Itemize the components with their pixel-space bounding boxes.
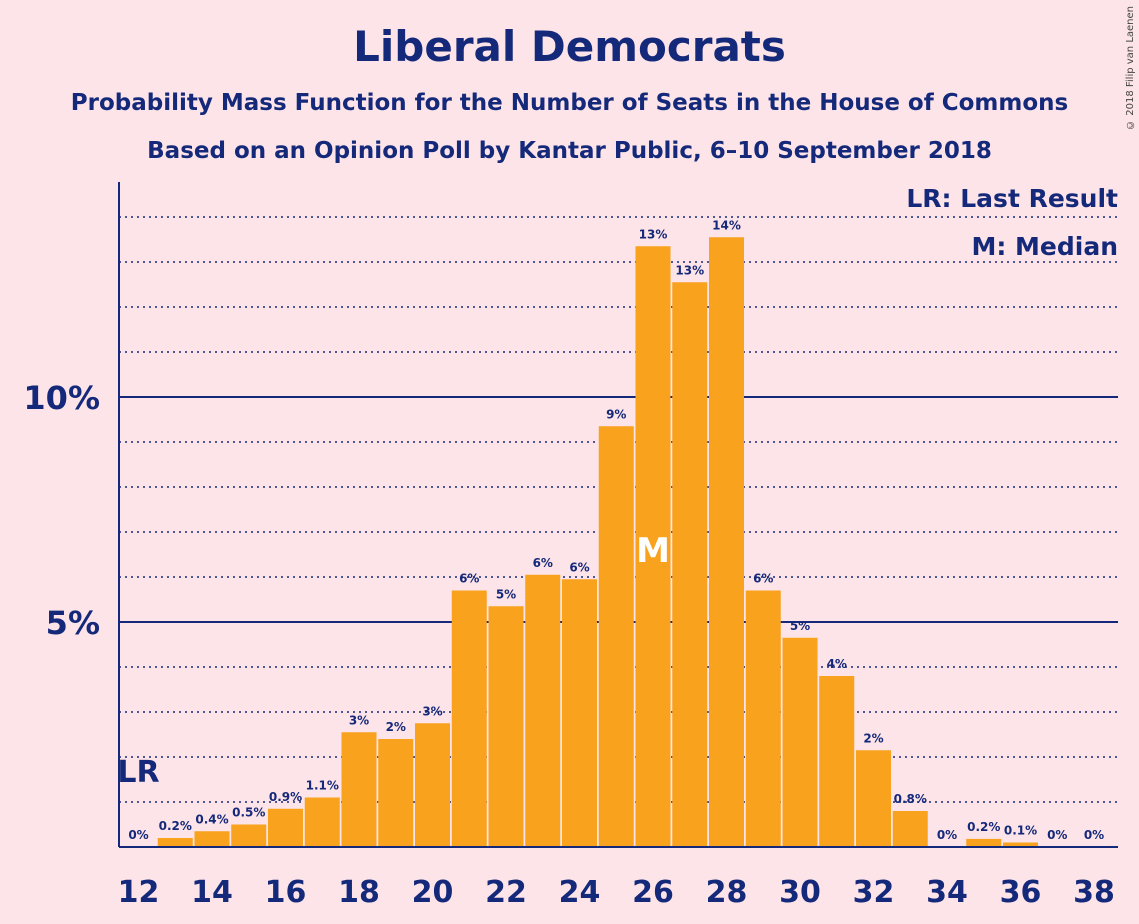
bar-seat-36 — [1003, 842, 1038, 847]
bar-seat-14 — [194, 831, 230, 847]
x-tick-label: 36 — [1000, 875, 1042, 910]
bar-label-seat-29: 6% — [753, 572, 773, 586]
bar-label-seat-25: 9% — [606, 407, 626, 421]
bar-label-seat-21: 6% — [459, 572, 479, 586]
median-marker: M — [636, 531, 670, 571]
y-tick-label: 5% — [46, 604, 100, 642]
x-tick-label: 28 — [706, 875, 748, 910]
bar-label-seat-17: 1.1% — [306, 779, 339, 793]
x-tick-label: 30 — [779, 875, 821, 910]
x-tick-label: 32 — [853, 875, 895, 910]
y-tick-label: 10% — [23, 379, 100, 417]
x-tick-label: 12 — [118, 875, 160, 910]
bar-label-seat-19: 2% — [386, 720, 406, 734]
bar-label-seat-37: 0% — [1047, 828, 1067, 842]
bar-seat-16 — [268, 808, 303, 847]
bar-label-seat-22: 5% — [496, 587, 516, 601]
bar-seat-13 — [157, 838, 193, 847]
bar-label-seat-33: 0.8% — [894, 792, 927, 806]
bar-label-seat-38: 0% — [1084, 828, 1104, 842]
bar-label-seat-16: 0.9% — [269, 790, 302, 804]
bar-seat-35 — [966, 838, 1002, 847]
bar-seat-15 — [231, 824, 267, 847]
bar-seat-23 — [525, 574, 561, 847]
x-tick-label: 34 — [926, 875, 968, 910]
bar-seat-24 — [562, 579, 597, 847]
chart-title: Liberal Democrats — [353, 22, 786, 71]
bar-seat-18 — [341, 732, 377, 847]
last-result-marker: LR — [117, 755, 159, 790]
bar-label-seat-31: 4% — [827, 657, 847, 671]
bar-label-seat-32: 2% — [863, 731, 883, 745]
legend-median: M: Median — [971, 232, 1118, 261]
legend-last-result: LR: Last Result — [906, 184, 1118, 213]
bar-seat-31 — [819, 676, 855, 847]
bar-seat-26 — [635, 246, 671, 847]
bar-seat-32 — [856, 750, 891, 847]
bar-label-seat-13: 0.2% — [159, 819, 192, 833]
bar-label-seat-14: 0.4% — [195, 812, 228, 826]
bar-seat-27 — [672, 282, 708, 847]
chart-subtitle-source: Based on an Opinion Poll by Kantar Publi… — [147, 138, 992, 164]
bar-seat-29 — [745, 590, 781, 847]
bar-label-seat-23: 6% — [533, 556, 553, 570]
x-tick-label: 26 — [632, 875, 674, 910]
bar-seat-19 — [378, 739, 414, 847]
x-tick-label: 14 — [191, 875, 233, 910]
bar-seat-20 — [415, 723, 450, 847]
bar-label-seat-26: 13% — [639, 227, 668, 241]
x-tick-label: 18 — [338, 875, 380, 910]
bar-seat-30 — [782, 637, 818, 847]
x-tick-label: 24 — [559, 875, 601, 910]
bar-seat-25 — [598, 426, 634, 847]
bar-label-seat-28: 14% — [712, 218, 741, 232]
bar-label-seat-20: 3% — [422, 704, 442, 718]
bar-label-seat-34: 0% — [937, 828, 957, 842]
bar-label-seat-24: 6% — [569, 560, 589, 574]
bar-label-seat-35: 0.2% — [967, 820, 1000, 834]
bar-seat-17 — [304, 797, 340, 847]
x-tick-label: 20 — [412, 875, 454, 910]
bar-label-seat-18: 3% — [349, 713, 369, 727]
x-tick-label: 38 — [1073, 875, 1115, 910]
bar-label-seat-36: 0.1% — [1004, 824, 1037, 838]
x-tick-label: 22 — [485, 875, 527, 910]
bar-label-seat-12: 0% — [128, 828, 148, 842]
x-tick-label: 16 — [265, 875, 307, 910]
bar-seat-33 — [892, 811, 928, 847]
bar-seat-28 — [709, 237, 744, 847]
bar-label-seat-15: 0.5% — [232, 806, 265, 820]
bar-seat-22 — [488, 606, 524, 847]
bar-label-seat-27: 13% — [675, 263, 704, 277]
bar-label-seat-30: 5% — [790, 619, 810, 633]
chart-subtitle: Probability Mass Function for the Number… — [70, 90, 1069, 116]
bar-seat-21 — [451, 590, 487, 847]
